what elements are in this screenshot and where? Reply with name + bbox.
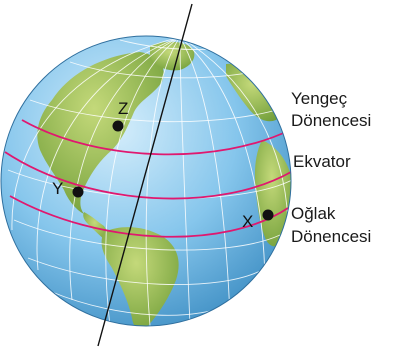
equator-line: [4, 151, 291, 200]
point-y-marker: [72, 186, 84, 198]
tropic-of-capricorn-line: [9, 195, 289, 238]
latitude-circles: [4, 119, 291, 238]
north-america-landmass: [37, 52, 164, 214]
parallel-gridlines: [7, 39, 291, 316]
earth-axis-line: [97, 3, 193, 347]
tropic-of-cancer-label-line2: Dönencesi: [291, 111, 372, 130]
point-x-label: X: [242, 212, 253, 231]
globe-outline: [0, 35, 292, 327]
central-america-landmass: [83, 212, 109, 242]
point-y-label: Y: [52, 179, 63, 198]
equator-label: Ekvator: [293, 152, 351, 171]
point-x-marker: [262, 209, 274, 221]
tropic-of-capricorn-label-line2: Dönencesi: [291, 227, 372, 246]
tropic-of-capricorn-label-line1: Oğlak: [291, 204, 336, 223]
south-america-landmass: [101, 227, 179, 326]
point-z-label: Z: [118, 99, 128, 118]
point-z-marker: [112, 120, 124, 132]
tropic-of-cancer-line: [21, 119, 291, 156]
tropic-of-cancer-label-line1: Yengeç: [291, 89, 348, 108]
